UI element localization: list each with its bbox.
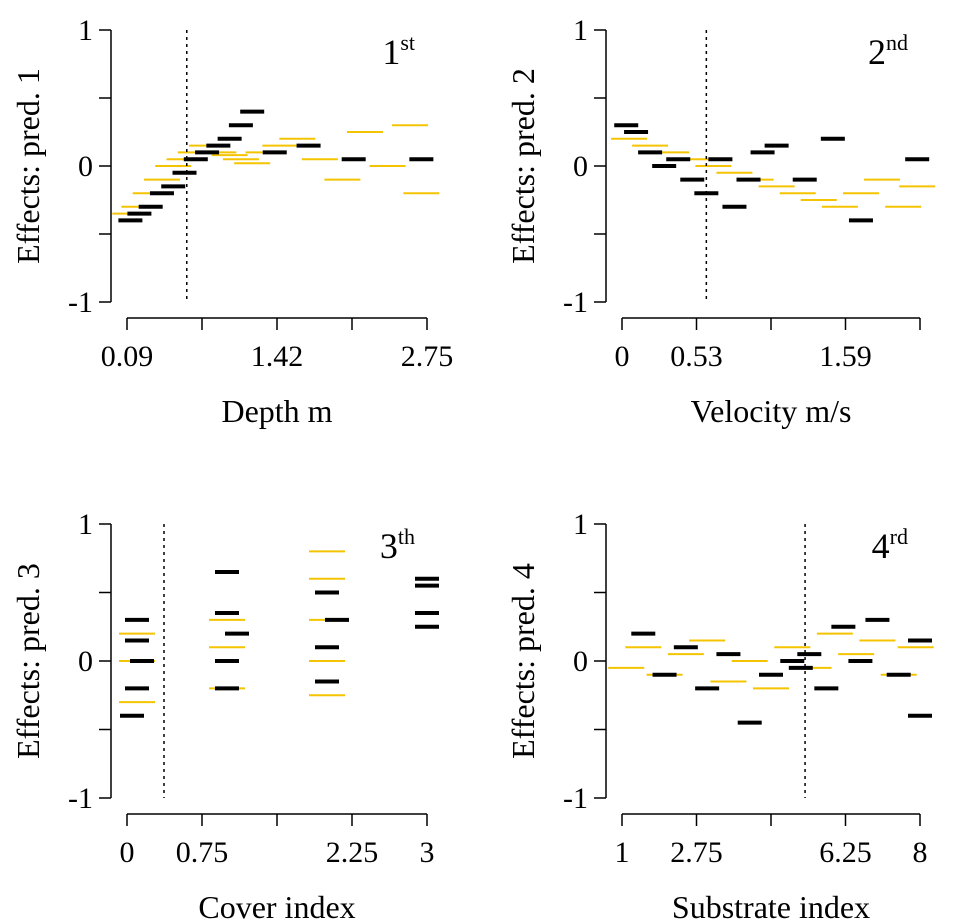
y-axis-label: Effects: pred. 4 bbox=[505, 563, 541, 759]
x-tick-label: 1.42 bbox=[251, 340, 304, 373]
x-axis-label: Velocity m/s bbox=[691, 393, 852, 429]
x-axis-label: Substrate index bbox=[672, 889, 870, 920]
panel-number: 1 bbox=[382, 32, 400, 72]
panel-superscript: nd bbox=[886, 30, 908, 55]
panel-superscript: st bbox=[400, 30, 415, 55]
y-tick-label: 1 bbox=[573, 508, 588, 541]
panel-superscript: th bbox=[398, 524, 415, 549]
x-tick-label: 2.75 bbox=[401, 340, 454, 373]
y-tick-label: 1 bbox=[78, 508, 93, 541]
panels: -1 0 1 0.09 1.42 2.75 Depth m Effects: pred. 1 1… bbox=[10, 14, 936, 920]
panel-number: 2 bbox=[868, 32, 886, 72]
x-axis-label: Cover index bbox=[198, 889, 355, 920]
y-axis-label: Effects: pred. 2 bbox=[505, 68, 541, 264]
y-tick-label: -1 bbox=[68, 782, 93, 815]
x-tick-label: 2.75 bbox=[670, 836, 723, 869]
y-tick-label: 0 bbox=[573, 645, 588, 678]
x-tick-label: 3 bbox=[420, 836, 435, 869]
x-tick-label: 6.25 bbox=[819, 836, 872, 869]
panel-label: 3th bbox=[380, 524, 415, 566]
y-tick-label: 1 bbox=[573, 14, 588, 47]
y-tick-label: 0 bbox=[573, 150, 588, 183]
x-axis-label: Depth m bbox=[221, 393, 332, 429]
x-tick-label: 0 bbox=[120, 836, 135, 869]
panel-1: -1 0 1 0.09 1.42 2.75 Depth m Effects: pred. 1 1… bbox=[10, 14, 453, 429]
series-2 bbox=[631, 617, 932, 725]
y-tick-label: -1 bbox=[563, 286, 588, 319]
panel-number: 3 bbox=[380, 526, 398, 566]
panel-label: 4rd bbox=[872, 524, 908, 566]
panel-label: 1st bbox=[382, 30, 415, 72]
y-tick-label: -1 bbox=[563, 782, 588, 815]
y-tick-label: 0 bbox=[78, 645, 93, 678]
panel-4: -1 0 1 1 2.75 6.25 8 Substrate index Effects: pr… bbox=[505, 508, 934, 920]
y-axis-label: Effects: pred. 3 bbox=[10, 563, 46, 759]
panel-2: -1 0 1 0 0.53 1.59 Velocity m/s Effects: pred. … bbox=[505, 14, 936, 429]
x-tick-label: 2.25 bbox=[326, 836, 379, 869]
panel-label: 2nd bbox=[868, 30, 908, 72]
series-1 bbox=[119, 550, 345, 704]
x-tick-label: 0.53 bbox=[670, 340, 723, 373]
x-tick-label: 0 bbox=[615, 340, 630, 373]
series-2 bbox=[120, 569, 439, 718]
x-tick-label: 0.75 bbox=[176, 836, 229, 869]
x-tick-label: 1 bbox=[615, 836, 630, 869]
panel-3: -1 0 1 0 0.75 2.25 3 Cover index Effects: pred. … bbox=[10, 508, 439, 920]
y-tick-label: 0 bbox=[78, 150, 93, 183]
x-tick-label: 8 bbox=[913, 836, 928, 869]
panel-number: 4 bbox=[872, 526, 890, 566]
x-tick-label: 0.09 bbox=[101, 340, 154, 373]
x-tick-label: 1.59 bbox=[819, 340, 872, 373]
series-1 bbox=[611, 137, 936, 208]
series-2 bbox=[614, 123, 930, 223]
series-2 bbox=[118, 109, 434, 223]
series-1 bbox=[112, 124, 440, 215]
y-axis-label: Effects: pred. 1 bbox=[10, 68, 46, 264]
panel-superscript: rd bbox=[890, 524, 908, 549]
series-1 bbox=[608, 632, 934, 690]
y-tick-label: -1 bbox=[68, 286, 93, 319]
y-tick-label: 1 bbox=[78, 14, 93, 47]
